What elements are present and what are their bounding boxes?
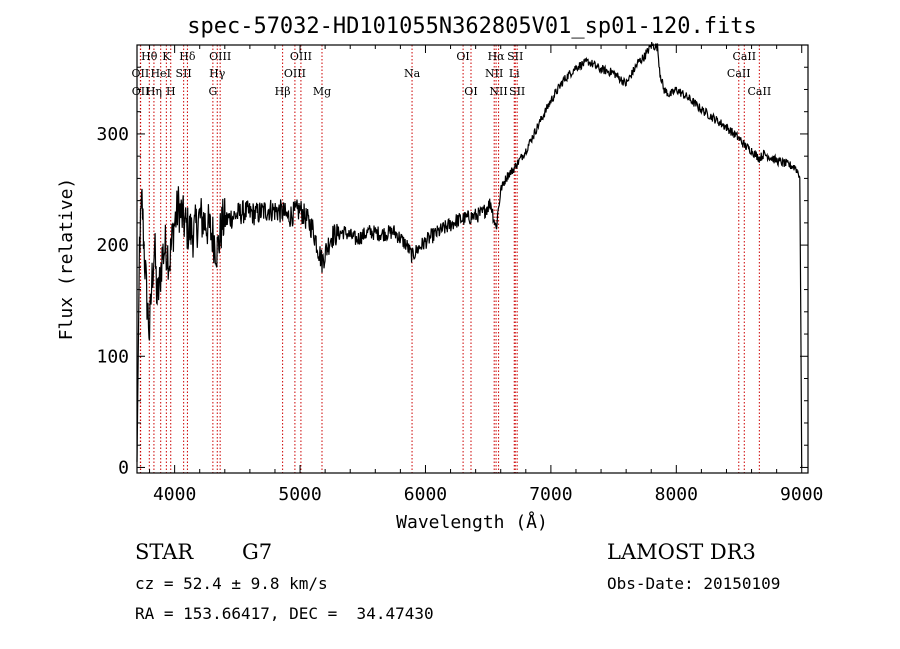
line-label: OII	[132, 67, 150, 80]
line-label: NII	[489, 85, 507, 98]
line-label: Na	[404, 67, 421, 80]
line-label: CaII	[748, 85, 772, 98]
x-tick-label: 9000	[780, 484, 823, 505]
y-tick-label: 0	[118, 457, 129, 478]
object-class: STAR	[135, 540, 194, 564]
emission-line-labels: Hθ OII OII K HeI Hη H Hδ SII OIII Hγ G Hβ OIII OIII Mg N…	[132, 50, 772, 98]
line-label: OIII	[290, 50, 312, 63]
x-tick-label: 4000	[153, 484, 196, 505]
y-tick-label: 200	[96, 235, 129, 256]
line-label: H	[166, 85, 176, 98]
line-label: HeI	[150, 67, 170, 80]
object-subclass: G7	[242, 540, 273, 564]
chart-title: spec-57032-HD101055N362805V01_sp01-120.f…	[187, 14, 757, 39]
line-label: OI	[456, 50, 469, 63]
x-axis-label: Wavelength (Å)	[396, 511, 548, 533]
line-label: OII	[132, 85, 150, 98]
redshift-cz: cz = 52.4 ± 9.8 km/s	[135, 574, 328, 593]
line-label: Mg	[313, 85, 331, 98]
line-label: Hγ	[209, 67, 226, 80]
line-label: Li	[509, 67, 520, 80]
line-label: Hα	[488, 50, 506, 63]
coordinates: RA = 153.66417, DEC = 34.47430	[135, 604, 434, 623]
y-axis-label: Flux (relative)	[56, 178, 77, 341]
observation-date: Obs-Date: 20150109	[607, 574, 781, 593]
x-tick-label: 6000	[404, 484, 447, 505]
spectrum-line	[136, 41, 803, 468]
line-label: G	[208, 85, 217, 98]
line-label: NII	[485, 67, 503, 80]
line-label: OI	[464, 85, 477, 98]
survey-name: LAMOST DR3	[607, 540, 756, 564]
line-label: OIII	[284, 67, 306, 80]
line-label: Hη	[146, 85, 162, 98]
line-label: OIII	[209, 50, 231, 63]
line-label: Hδ	[179, 50, 196, 63]
line-label: CaII	[727, 67, 751, 80]
line-label: Hθ	[141, 50, 158, 63]
y-axis-ticks: 0 100 200 300	[96, 66, 808, 478]
line-label: K	[162, 50, 171, 63]
x-axis-ticks: 4000 5000 6000 7000 8000 9000	[149, 45, 823, 505]
line-label: SII	[507, 50, 523, 63]
emission-line-markers	[139, 45, 760, 473]
x-tick-label: 5000	[278, 484, 321, 505]
line-label: Hβ	[275, 85, 291, 98]
y-tick-label: 100	[96, 346, 129, 367]
line-label: SII	[176, 67, 192, 80]
line-label: SII	[509, 85, 525, 98]
line-label: CaII	[732, 50, 756, 63]
plot-frame	[136, 44, 809, 474]
y-tick-label: 300	[96, 124, 129, 145]
x-tick-label: 7000	[529, 484, 572, 505]
x-tick-label: 8000	[655, 484, 698, 505]
